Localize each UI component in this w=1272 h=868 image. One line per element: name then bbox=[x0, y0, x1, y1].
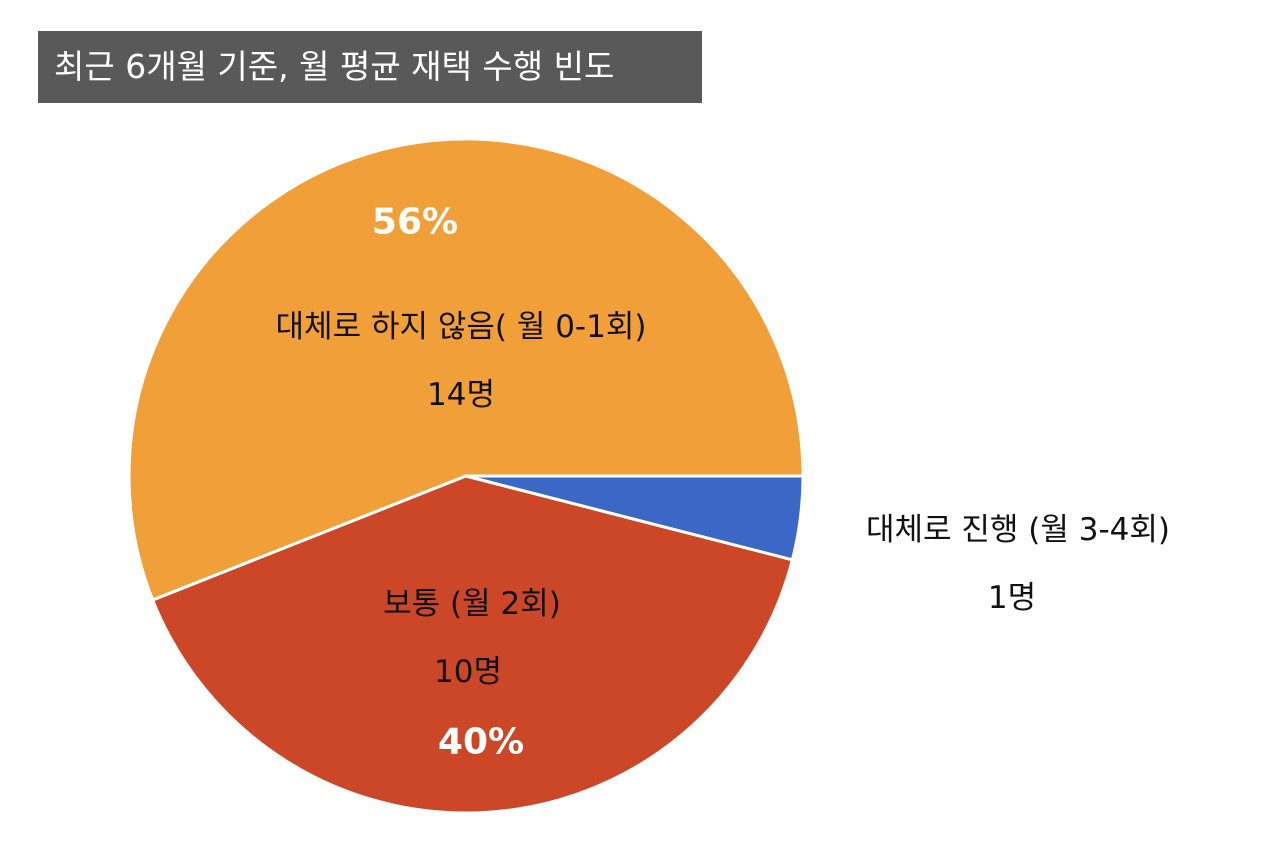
pie-slice-2 bbox=[151, 474, 794, 815]
slice-percent-label-1: 56% bbox=[372, 202, 458, 243]
slice-category-label-2: 보통 (월 2회) bbox=[383, 586, 561, 622]
slice-category-label-3: 대체로 진행 (월 3-4회) bbox=[866, 512, 1170, 548]
pie-slice-3 bbox=[464, 474, 805, 562]
pie-labels: 56% 대체로 하지 않음( 월 0-1회) 14명 40% 보통 (월 2회) 10명 대… bbox=[276, 202, 1170, 763]
pie-slices bbox=[127, 137, 805, 815]
chart-title: 최근 6개월 기준, 월 평균 재택 수행 빈도 bbox=[38, 31, 702, 103]
pie-slice-1 bbox=[127, 137, 805, 602]
slice-percent-label-2: 40% bbox=[438, 722, 524, 763]
slice-category-label-1: 대체로 하지 않음( 월 0-1회) bbox=[276, 309, 647, 345]
slice-count-label-2: 10명 bbox=[434, 654, 502, 690]
slice-count-label-1: 14명 bbox=[427, 377, 495, 413]
slice-count-label-3: 1명 bbox=[988, 580, 1036, 616]
